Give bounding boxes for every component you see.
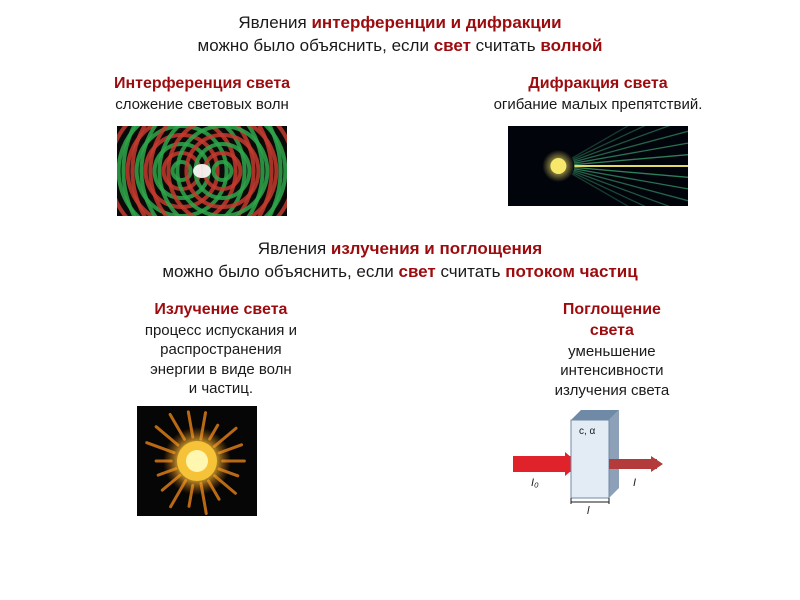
radiation-icon [137, 406, 257, 516]
title-line-2: можно было объяснить, если свет считать … [24, 35, 776, 58]
title-text: можно было объяснить, если [198, 36, 434, 55]
interference-pattern-icon [117, 126, 287, 216]
svg-text:I₀: I₀ [531, 477, 539, 489]
title-highlight: волной [540, 36, 602, 55]
absorption-line: интенсивности [448, 361, 776, 381]
mid-highlight: свет [399, 262, 436, 281]
title-block: Явления интерференции и дифракции можно … [24, 12, 776, 58]
mid-line-1: Явления излучения и поглощения [24, 238, 776, 261]
svg-text:c, α: c, α [579, 426, 596, 437]
title-highlight: свет [434, 36, 471, 55]
mid-text: можно было объяснить, если [162, 262, 398, 281]
absorption-line: уменьшение [448, 342, 776, 362]
mid-block: Явления излучения и поглощения можно был… [24, 238, 776, 284]
title-line-1: Явления интерференции и дифракции [24, 12, 776, 35]
diffraction-pattern-icon [508, 126, 688, 206]
absorption-heading: Поглощение [448, 300, 776, 321]
svg-text:l: l [587, 505, 590, 516]
mid-text: Явления [258, 239, 331, 258]
absorption-diagram-icon: I₀ c, α Il [513, 406, 663, 516]
bottom-columns: Излучение света процесс испускания и рас… [24, 300, 776, 400]
title-highlight: интерференции и дифракции [311, 13, 561, 32]
top-image-row [24, 126, 776, 216]
mid-text: считать [436, 262, 505, 281]
title-text: Явления [238, 13, 311, 32]
physics-slide: Явления интерференции и дифракции можно … [0, 0, 800, 600]
mid-highlight: потоком частиц [505, 262, 637, 281]
absorption-col: Поглощение света уменьшение интенсивност… [448, 300, 776, 400]
interference-image [24, 126, 380, 216]
emission-line: распространения [24, 340, 418, 360]
diffraction-subtext: огибание малых препятствий. [420, 95, 776, 115]
emission-line: и частиц. [24, 379, 418, 399]
mid-line-2: можно было объяснить, если свет считать … [24, 261, 776, 284]
svg-text:I: I [633, 477, 636, 489]
absorption-image: I₀ c, α Il [513, 406, 663, 516]
diffraction-heading: Дифракция света [420, 74, 776, 95]
diffraction-image [420, 126, 776, 216]
absorption-heading: света [448, 321, 776, 342]
emission-image [137, 406, 257, 516]
bottom-image-row: I₀ c, α Il [24, 406, 776, 516]
emission-line: процесс испускания и [24, 321, 418, 341]
interference-col: Интерференция света сложение световых во… [24, 74, 380, 114]
emission-line: энергии в виде волн [24, 360, 418, 380]
top-columns: Интерференция света сложение световых во… [24, 74, 776, 114]
mid-highlight: излучения и поглощения [331, 239, 542, 258]
title-text: считать [471, 36, 540, 55]
interference-subtext: сложение световых волн [24, 95, 380, 115]
emission-col: Излучение света процесс испускания и рас… [24, 300, 418, 400]
interference-heading: Интерференция света [24, 74, 380, 95]
emission-heading: Излучение света [24, 300, 418, 321]
diffraction-col: Дифракция света огибание малых препятств… [420, 74, 776, 114]
absorption-line: излучения света [448, 381, 776, 401]
